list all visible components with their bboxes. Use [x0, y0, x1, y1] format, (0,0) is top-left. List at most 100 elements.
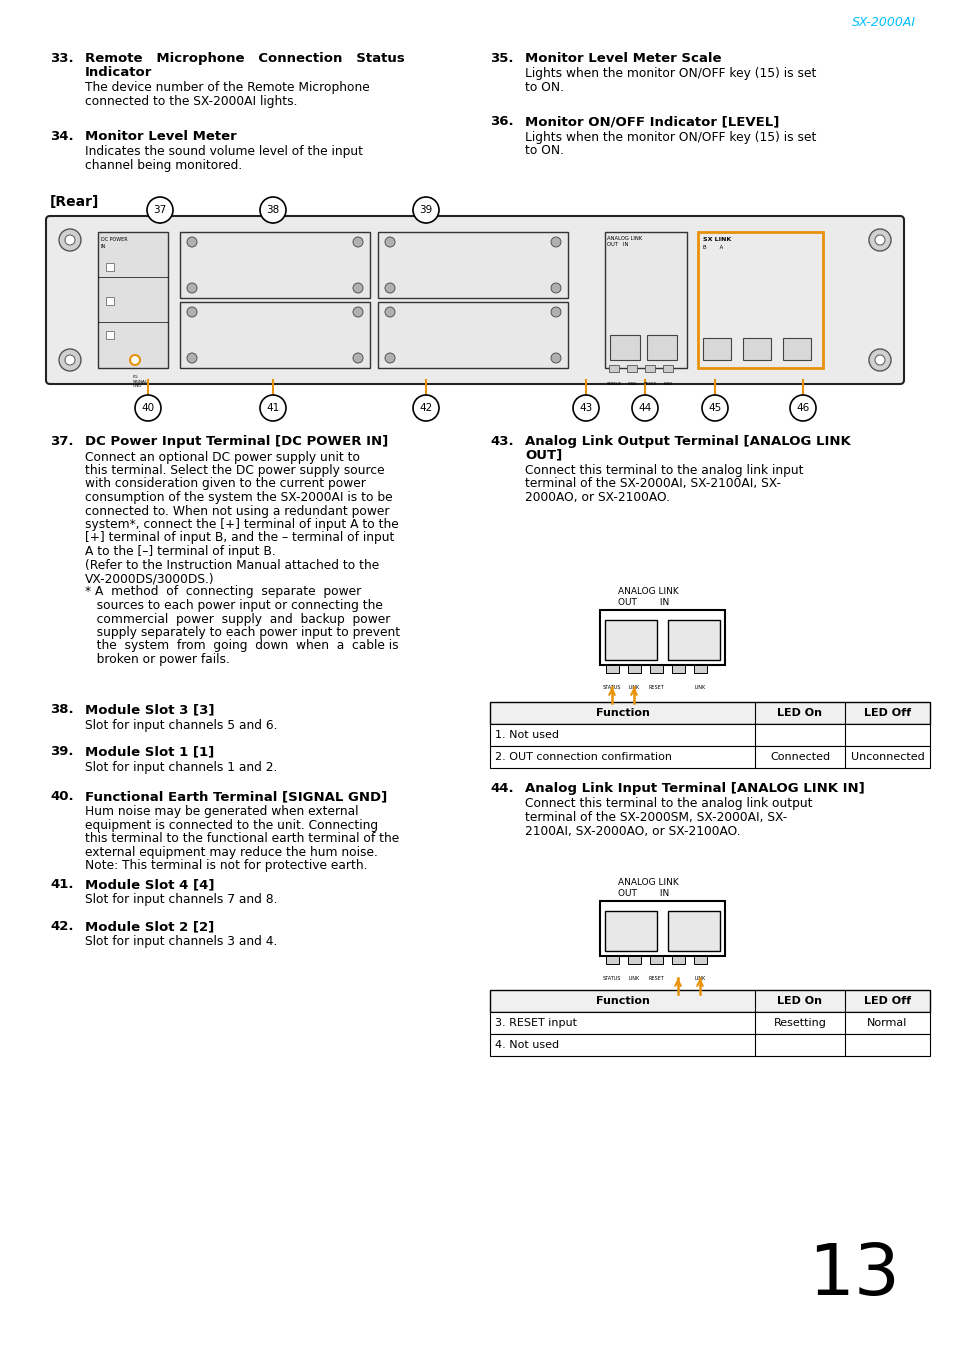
- Text: with consideration given to the current power: with consideration given to the current …: [85, 478, 366, 490]
- Bar: [377, 302, 567, 369]
- Text: OUT        IN: OUT IN: [618, 890, 669, 898]
- Circle shape: [187, 238, 196, 247]
- Bar: [490, 990, 929, 1012]
- Text: OUT]: OUT]: [524, 448, 561, 462]
- Circle shape: [385, 306, 395, 317]
- Text: Connect this terminal to the analog link input: Connect this terminal to the analog link…: [524, 464, 802, 477]
- Text: 1. Not used: 1. Not used: [495, 730, 558, 740]
- Bar: [180, 232, 370, 298]
- Text: ANALOG LINK: ANALOG LINK: [618, 878, 678, 887]
- Bar: [605, 956, 618, 964]
- Text: Module Slot 3 [3]: Module Slot 3 [3]: [85, 703, 214, 716]
- Bar: [671, 666, 684, 674]
- Circle shape: [353, 284, 363, 293]
- Circle shape: [187, 284, 196, 293]
- Text: OUT   IN: OUT IN: [606, 242, 628, 247]
- Text: terminal of the SX-2000SM, SX-2000AI, SX-: terminal of the SX-2000SM, SX-2000AI, SX…: [524, 811, 786, 824]
- Text: OUT        IN: OUT IN: [618, 598, 669, 608]
- Bar: [649, 956, 662, 964]
- Circle shape: [868, 350, 890, 371]
- Text: this terminal to the functional earth terminal of the: this terminal to the functional earth te…: [85, 833, 399, 845]
- Text: 40: 40: [141, 404, 154, 413]
- Text: SX LINK: SX LINK: [702, 238, 731, 242]
- Circle shape: [874, 235, 884, 244]
- Bar: [599, 900, 724, 956]
- Text: Indicator: Indicator: [85, 66, 152, 78]
- Text: DC POWER: DC POWER: [101, 238, 128, 242]
- Text: LINK: LINK: [628, 684, 639, 690]
- Text: 45: 45: [708, 404, 720, 413]
- Bar: [782, 338, 810, 360]
- Text: VX-2000DS/3000DS.): VX-2000DS/3000DS.): [85, 572, 214, 585]
- Text: 41: 41: [266, 404, 279, 413]
- Bar: [627, 666, 640, 674]
- Circle shape: [385, 284, 395, 293]
- Bar: [490, 724, 929, 747]
- Text: 41.: 41.: [50, 878, 73, 891]
- Text: LINK: LINK: [662, 382, 672, 386]
- Bar: [490, 1012, 929, 1034]
- Text: STATUS: STATUS: [602, 684, 620, 690]
- Bar: [609, 335, 639, 360]
- Text: consumption of the system the SX-2000AI is to be: consumption of the system the SX-2000AI …: [85, 491, 393, 504]
- Circle shape: [353, 352, 363, 363]
- Text: The device number of the Remote Microphone: The device number of the Remote Micropho…: [85, 81, 370, 95]
- Text: Function: Function: [595, 996, 649, 1006]
- Circle shape: [874, 355, 884, 364]
- Text: LED On: LED On: [777, 707, 821, 718]
- Text: A to the [–] terminal of input B.: A to the [–] terminal of input B.: [85, 545, 275, 558]
- Bar: [180, 302, 370, 369]
- Text: 42: 42: [419, 404, 432, 413]
- Text: LINK: LINK: [627, 382, 636, 386]
- Text: * A  method  of  connecting  separate  power: * A method of connecting separate power: [85, 586, 361, 598]
- Bar: [698, 232, 822, 369]
- Circle shape: [551, 284, 560, 293]
- Bar: [667, 620, 720, 660]
- Text: FG
SIGNAL
GND: FG SIGNAL GND: [132, 375, 148, 389]
- Bar: [377, 232, 567, 298]
- Text: Note: This terminal is not for protective earth.: Note: This terminal is not for protectiv…: [85, 860, 367, 872]
- Text: Monitor ON/OFF Indicator [LEVEL]: Monitor ON/OFF Indicator [LEVEL]: [524, 115, 779, 128]
- Text: terminal of the SX-2000AI, SX-2100AI, SX-: terminal of the SX-2000AI, SX-2100AI, SX…: [524, 478, 781, 490]
- Bar: [649, 666, 662, 674]
- Circle shape: [65, 235, 75, 244]
- Text: 38: 38: [266, 205, 279, 215]
- Circle shape: [701, 396, 727, 421]
- Bar: [644, 364, 655, 373]
- Text: LED On: LED On: [777, 996, 821, 1006]
- Bar: [490, 1034, 929, 1056]
- Text: 13: 13: [807, 1241, 899, 1310]
- Bar: [667, 911, 720, 950]
- Circle shape: [187, 352, 196, 363]
- Text: B        A: B A: [702, 244, 722, 250]
- Bar: [604, 232, 686, 369]
- Bar: [671, 956, 684, 964]
- Text: LED Off: LED Off: [863, 707, 910, 718]
- Text: external equipment may reduce the hum noise.: external equipment may reduce the hum no…: [85, 846, 377, 859]
- Text: Connected: Connected: [769, 752, 829, 761]
- Circle shape: [868, 230, 890, 251]
- Text: Module Slot 4 [4]: Module Slot 4 [4]: [85, 878, 214, 891]
- Text: equipment is connected to the unit. Connecting: equipment is connected to the unit. Conn…: [85, 819, 377, 832]
- Text: 43: 43: [578, 404, 592, 413]
- Text: connected to. When not using a redundant power: connected to. When not using a redundant…: [85, 505, 389, 517]
- Bar: [106, 263, 113, 271]
- Circle shape: [413, 396, 438, 421]
- Text: 40.: 40.: [50, 790, 73, 803]
- Text: SX-2000AI: SX-2000AI: [851, 16, 915, 28]
- Text: Function: Function: [595, 707, 649, 718]
- Text: 3. RESET input: 3. RESET input: [495, 1018, 577, 1027]
- Text: 33.: 33.: [50, 53, 73, 65]
- Text: Normal: Normal: [866, 1018, 906, 1027]
- Bar: [693, 956, 706, 964]
- Text: 39.: 39.: [50, 745, 73, 757]
- Text: 1: 1: [608, 707, 616, 721]
- Text: Slot for input channels 7 and 8.: Slot for input channels 7 and 8.: [85, 894, 277, 906]
- Text: Monitor Level Meter: Monitor Level Meter: [85, 130, 236, 143]
- Text: 34.: 34.: [50, 130, 73, 143]
- Text: 37: 37: [153, 205, 167, 215]
- Text: IN: IN: [101, 244, 106, 248]
- Text: LINK: LINK: [694, 976, 705, 981]
- Text: STATUS: STATUS: [606, 382, 621, 386]
- Circle shape: [260, 396, 286, 421]
